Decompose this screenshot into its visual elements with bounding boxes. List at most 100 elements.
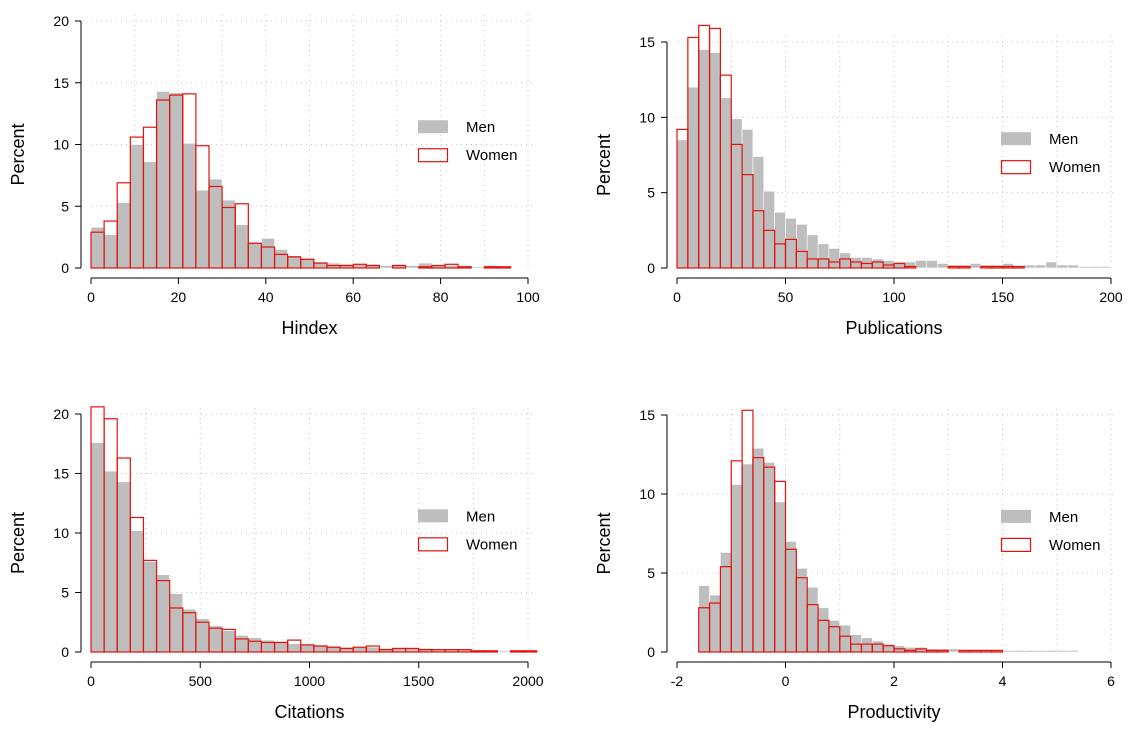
bar-men (116, 481, 131, 653)
bar-men (116, 202, 131, 269)
legend-men-label: Men (466, 508, 495, 525)
bar-men (871, 640, 884, 653)
bar-men (1013, 650, 1025, 653)
x-tick-label: 100 (516, 289, 540, 305)
legend-men-label: Men (466, 119, 495, 136)
chart-panel-1: 0 5 10 15 20 0 20 40 60 80 100 Hindex Percent Men Wome… (8, 13, 540, 338)
y-tick-label: 20 (53, 406, 69, 422)
bar-men (763, 190, 775, 269)
bar-men (850, 634, 862, 653)
bar-men (741, 463, 754, 653)
bar-men (274, 249, 288, 269)
bar-men (221, 630, 236, 653)
x-tick-label: 0 (87, 289, 95, 305)
bar-women (365, 264, 381, 269)
y-tick-label: 10 (53, 525, 69, 541)
y-tick-label: 15 (53, 466, 69, 482)
chart-panel-3: 0 5 10 15 20 0 500 1000 1500 2000 Citations Percent… (8, 406, 544, 722)
y-axis-title: Percent (8, 512, 28, 574)
bar-women (470, 650, 485, 653)
x-tick-label: 80 (433, 289, 449, 305)
bar-men (103, 234, 118, 269)
bar-men (969, 263, 982, 269)
y-tick-label: 5 (647, 565, 655, 581)
bar-men (1067, 264, 1079, 269)
bar-women (1012, 265, 1025, 269)
bar-men (730, 118, 743, 269)
bar-men (752, 156, 765, 269)
bar-men (1023, 650, 1036, 653)
x-tick-label: 6 (1107, 673, 1115, 689)
bar-men (861, 637, 873, 653)
bar-men (741, 129, 754, 269)
bar-men (806, 586, 819, 653)
bar-men (470, 266, 485, 269)
x-tick-label: 1000 (294, 673, 325, 689)
bar-men (893, 261, 906, 269)
bar-men (1067, 650, 1079, 653)
x-axis-title: Citations (274, 702, 344, 722)
y-axis-title: Percent (8, 123, 28, 185)
bar-men (861, 257, 873, 269)
bar-men (248, 241, 262, 269)
bar-men (828, 248, 841, 269)
bar-men (785, 217, 797, 269)
bar-men (300, 644, 315, 653)
bar-men (871, 258, 884, 269)
bar-men (208, 178, 223, 269)
bar-women (457, 266, 472, 269)
bar-women (509, 650, 525, 653)
bar-men (287, 255, 302, 269)
bar-men (817, 243, 830, 269)
bar-men (915, 260, 927, 269)
bar-men (1023, 264, 1036, 269)
x-tick-label: 0 (782, 673, 790, 689)
y-tick-label: 15 (639, 407, 655, 423)
legend-women-label: Women (466, 147, 517, 164)
legend-men-swatch (1001, 132, 1031, 146)
bar-men (90, 442, 105, 653)
bar-men (839, 624, 851, 653)
bar-men (698, 49, 710, 269)
x-tick-label: 40 (258, 289, 274, 305)
bar-men (497, 650, 511, 653)
legend-men-swatch (418, 120, 448, 134)
x-tick-label: 200 (1099, 289, 1123, 305)
bar-women (483, 650, 499, 653)
legend-men-label: Men (1049, 131, 1078, 148)
bar-men (143, 161, 157, 269)
bar-men (130, 144, 144, 269)
bar-men (904, 646, 916, 653)
bar-men (839, 252, 851, 269)
bar-men (796, 224, 808, 269)
y-tick-label: 0 (647, 644, 655, 660)
bar-men (169, 593, 184, 653)
bar-men (366, 646, 380, 653)
bar-men (698, 585, 710, 653)
bar-men (195, 618, 210, 653)
y-tick-label: 0 (647, 260, 655, 276)
bar-men (182, 608, 197, 653)
bar-men (763, 462, 775, 653)
bar-men (169, 92, 184, 269)
bar-men (352, 646, 367, 653)
bar-men (774, 211, 786, 269)
bar-men (130, 530, 144, 653)
bar-men (379, 265, 393, 269)
y-tick-label: 5 (647, 185, 655, 201)
x-tick-label: 0 (87, 673, 95, 689)
bar-men (774, 501, 786, 653)
x-tick-label: 50 (778, 289, 794, 305)
bar-men (817, 607, 830, 653)
bar-men (850, 257, 862, 269)
y-tick-label: 0 (61, 644, 69, 660)
bar-men (1045, 261, 1058, 269)
legend-women-swatch (417, 148, 449, 163)
bar-men (882, 260, 895, 269)
bar-women (936, 649, 949, 653)
bar-women (496, 266, 512, 269)
bar-men (143, 561, 157, 653)
bar-men (221, 199, 236, 269)
